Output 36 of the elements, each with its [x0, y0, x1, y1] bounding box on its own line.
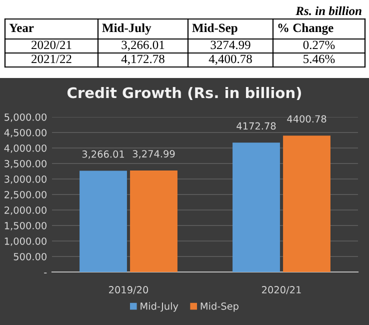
- y-tick-label: 5,000.00: [4, 113, 46, 122]
- y-tick-label: 3,000.00: [4, 175, 46, 184]
- bar: [80, 170, 127, 272]
- y-tick-label: 2,500.00: [4, 190, 46, 200]
- data-label: 3,266.01: [82, 150, 124, 159]
- bar: [283, 136, 330, 272]
- text: Rs. in billion: [296, 6, 362, 16]
- y-tick-label: 1,500.00: [4, 222, 46, 230]
- y-tick-label: 4,500.00: [4, 128, 46, 138]
- text: 4,400.78: [208, 54, 252, 65]
- text: Mid-Sep: [192, 23, 238, 35]
- data-label: 4172.78: [236, 122, 276, 130]
- chart-title: Credit Growth (Rs. in billion): [67, 86, 301, 100]
- bar: [232, 142, 280, 272]
- text: Mid-July: [102, 23, 152, 35]
- y-tick-label: 2,000.00: [4, 206, 46, 215]
- text: 2020/21: [32, 40, 72, 50]
- x-tick-label: 2019/20: [109, 286, 148, 294]
- data-label: 3,274.99: [132, 150, 175, 158]
- text: % Change: [278, 23, 334, 35]
- text: 4,172.78: [121, 54, 164, 65]
- bar: [130, 170, 178, 272]
- data-label: 4400.78: [287, 115, 326, 123]
- y-tick-label: 500.00: [14, 252, 46, 260]
- legend-label: Mid-Sep: [200, 302, 238, 312]
- legend-label: Mid-July: [140, 302, 178, 312]
- text: 5.46%: [304, 54, 335, 64]
- y-tick-label: -: [44, 272, 47, 274]
- text: 0.27%: [303, 40, 335, 50]
- text: Year: [9, 24, 34, 32]
- text: 3274.99: [210, 40, 250, 50]
- y-tick-label: 4,000.00: [4, 144, 46, 153]
- y-tick-label: 1,000.00: [4, 237, 46, 246]
- y-tick-label: 3,500.00: [4, 160, 46, 168]
- text: 3,266.01: [122, 40, 164, 51]
- text: 2021/22: [32, 54, 72, 64]
